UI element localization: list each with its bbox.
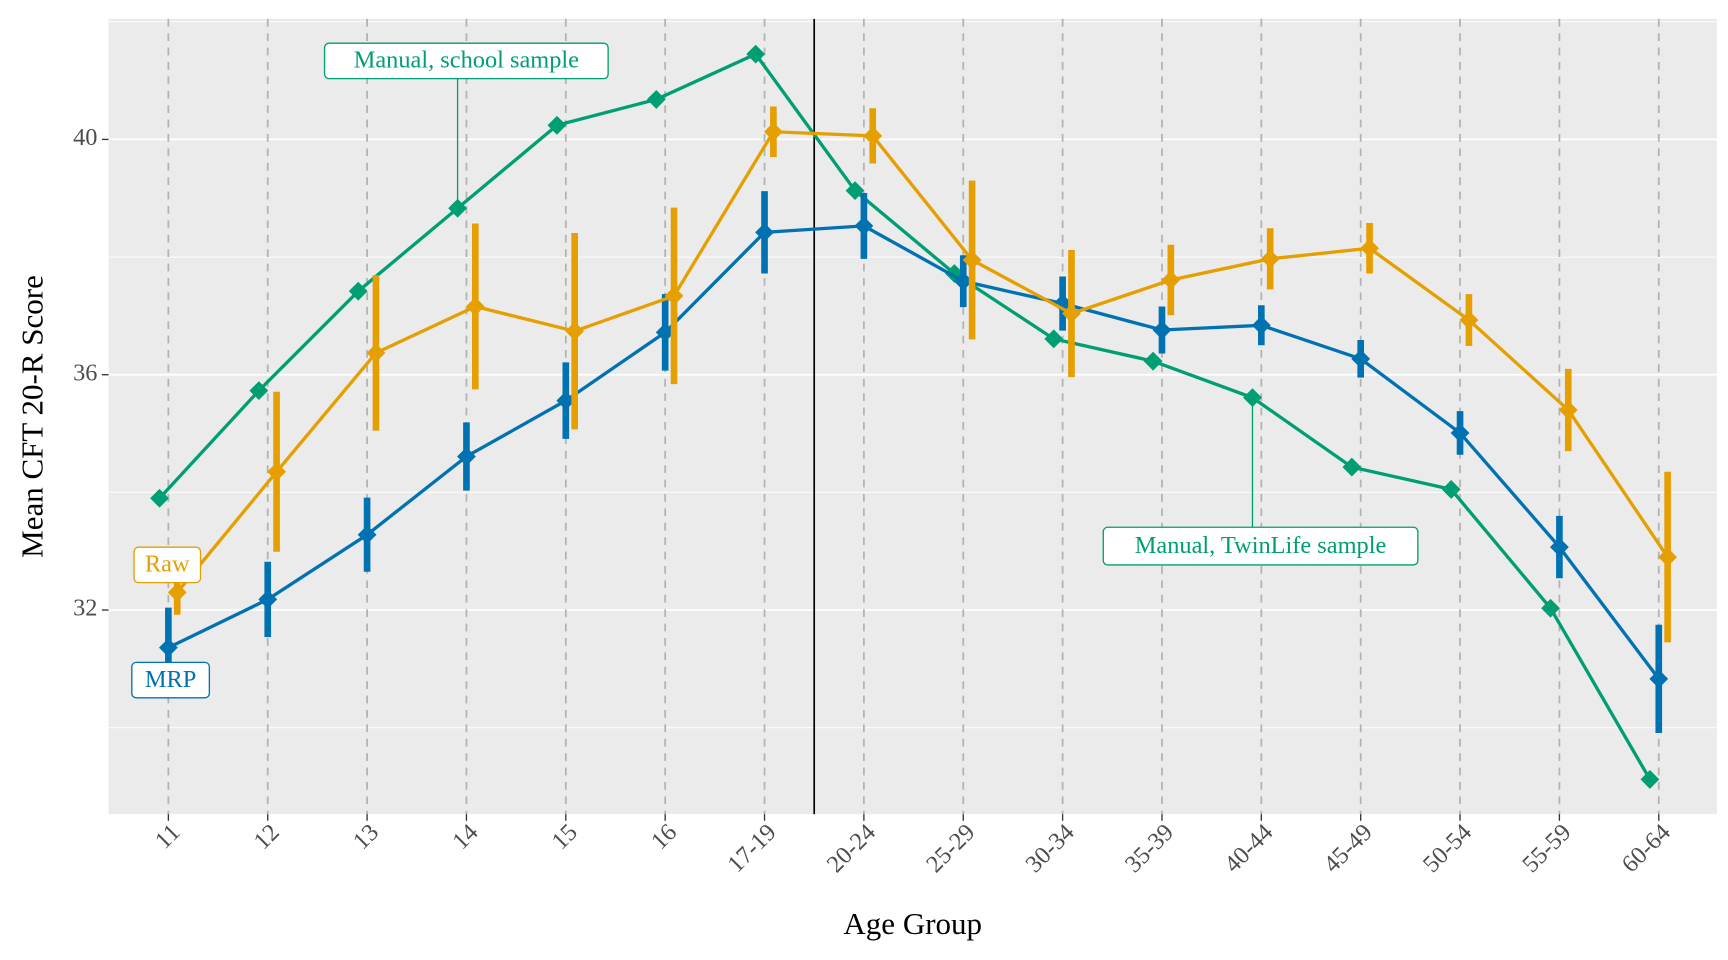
y-tick-label: 32	[73, 595, 97, 622]
label-text: Manual, TwinLife sample	[1135, 532, 1387, 559]
x-tick-label: 30-34	[1020, 819, 1079, 878]
x-tick-label: 15	[547, 819, 583, 855]
y-axis-label: Mean CFT 20-R Score	[15, 275, 50, 558]
x-tick-label: 55-59	[1517, 819, 1576, 878]
x-tick-label: 17-19	[722, 819, 781, 878]
x-tick-label: 60-64	[1617, 819, 1676, 878]
label-text: MRP	[145, 666, 196, 693]
x-tick-label: 13	[348, 819, 384, 855]
label-text: Manual, school sample	[354, 47, 579, 74]
point	[664, 286, 684, 306]
x-tick-label: 25-29	[921, 819, 980, 878]
series-line	[167, 224, 1661, 680]
point	[1640, 770, 1660, 789]
point	[556, 391, 576, 410]
point	[1161, 270, 1181, 290]
point	[465, 297, 485, 316]
point	[366, 343, 386, 363]
label-text: Raw	[145, 551, 190, 578]
x-tick-label: 35-39	[1120, 819, 1179, 878]
point	[457, 447, 476, 466]
point	[150, 488, 169, 508]
label-box	[131, 661, 211, 699]
point	[1062, 304, 1081, 323]
point	[863, 126, 883, 146]
point	[845, 181, 865, 200]
x-tick-label: 12	[248, 819, 284, 855]
x-axis-label: Age Group	[843, 906, 982, 941]
x-tick-label: 14	[447, 819, 483, 855]
x-tick-label: 11	[150, 819, 186, 855]
x-tick-label: 50-54	[1418, 819, 1477, 878]
label-box	[323, 42, 609, 80]
x-tick-label: 40-44	[1219, 819, 1278, 878]
label-box	[133, 546, 202, 584]
label-box	[1102, 526, 1419, 566]
point	[267, 462, 286, 482]
x-tick-label: 45-49	[1318, 819, 1377, 878]
series-line	[175, 130, 1670, 594]
x-tick-label: 16	[646, 819, 682, 855]
point	[357, 525, 377, 545]
y-tick-label: 36	[73, 359, 97, 386]
y-tick-label: 40	[73, 124, 97, 151]
point	[249, 381, 269, 400]
point	[755, 222, 774, 242]
point	[348, 281, 368, 301]
series-line	[158, 52, 1652, 781]
point	[953, 271, 973, 291]
point	[1342, 457, 1362, 477]
x-tick-label: 20-24	[822, 819, 881, 878]
panel	[108, 18, 1717, 815]
